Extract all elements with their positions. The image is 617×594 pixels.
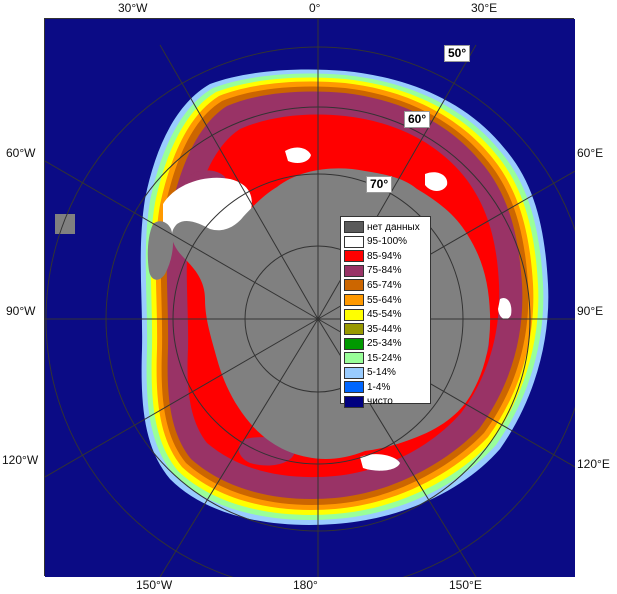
legend-item: 35-44% — [344, 322, 428, 337]
legend-swatch — [344, 235, 364, 248]
lon-label-150e: 150°E — [449, 578, 482, 592]
lon-label-60w: 60°W — [6, 146, 36, 160]
legend-item: 75-84% — [344, 264, 428, 279]
legend-item: 85-94% — [344, 249, 428, 264]
legend-label: 75-84% — [367, 265, 402, 277]
legend-label: 5-14% — [367, 367, 396, 379]
legend-swatch — [344, 250, 364, 263]
legend-item: чисто — [344, 395, 428, 410]
legend-item: 1-4% — [344, 380, 428, 395]
legend-label: 85-94% — [367, 250, 402, 262]
legend-label: 1-4% — [367, 381, 391, 393]
legend-swatch — [344, 352, 364, 365]
legend-item: 65-74% — [344, 278, 428, 293]
legend-item: 5-14% — [344, 365, 428, 380]
lon-label-120w: 120°W — [2, 453, 39, 467]
lat-label-60: 60° — [404, 111, 431, 128]
ice-95-100-patch-5 — [360, 454, 400, 471]
legend-label: 65-74% — [367, 279, 402, 291]
lat-label-50: 50° — [444, 45, 471, 62]
map-frame — [44, 18, 575, 577]
legend-label: чисто — [367, 396, 393, 408]
legend-label: 25-34% — [367, 338, 402, 350]
lon-label-0: 0° — [309, 1, 321, 15]
lon-label-30e: 30°E — [471, 1, 498, 15]
legend-label: 95-100% — [367, 236, 408, 248]
lon-label-90w: 90°W — [6, 304, 36, 318]
legend-swatch — [344, 308, 364, 321]
legend: нет данных 95-100% 85-94% 75-84% 65-74% 55-64… — [340, 216, 431, 408]
legend-item: 55-64% — [344, 293, 428, 308]
legend-swatch — [344, 323, 364, 336]
lon-label-180: 180° — [293, 578, 318, 592]
antarctic-peninsula — [147, 221, 173, 280]
legend-swatch — [344, 366, 364, 379]
lat-label-70: 70° — [366, 176, 393, 193]
legend-item: 15-24% — [344, 351, 428, 366]
lon-label-150w: 150°W — [136, 578, 173, 592]
legend-label: 15-24% — [367, 352, 402, 364]
legend-label: 55-64% — [367, 294, 402, 306]
lon-label-90e: 90°E — [577, 304, 604, 318]
legend-item: 25-34% — [344, 336, 428, 351]
lon-label-30w: 30°W — [118, 1, 148, 15]
legend-item: 45-54% — [344, 307, 428, 322]
legend-item: нет данных — [344, 220, 428, 235]
legend-label: нет данных — [367, 221, 420, 233]
ice-95-100-patch-3 — [425, 172, 448, 191]
lon-label-60e: 60°E — [577, 146, 604, 160]
legend-label: 35-44% — [367, 323, 402, 335]
legend-label: 45-54% — [367, 309, 402, 321]
legend-swatch — [344, 395, 364, 408]
legend-swatch — [344, 221, 364, 234]
ice-95-100-patch-4 — [498, 297, 512, 320]
ice-95-100-patch-2 — [285, 147, 311, 163]
legend-swatch — [344, 294, 364, 306]
lon-label-120e: 120°E — [577, 457, 610, 471]
legend-swatch — [344, 337, 364, 350]
sea-ice-map — [45, 19, 575, 577]
no-data-spot — [55, 214, 75, 234]
legend-swatch — [344, 279, 364, 292]
legend-swatch — [344, 381, 364, 394]
legend-swatch — [344, 264, 364, 277]
legend-item: 95-100% — [344, 235, 428, 250]
